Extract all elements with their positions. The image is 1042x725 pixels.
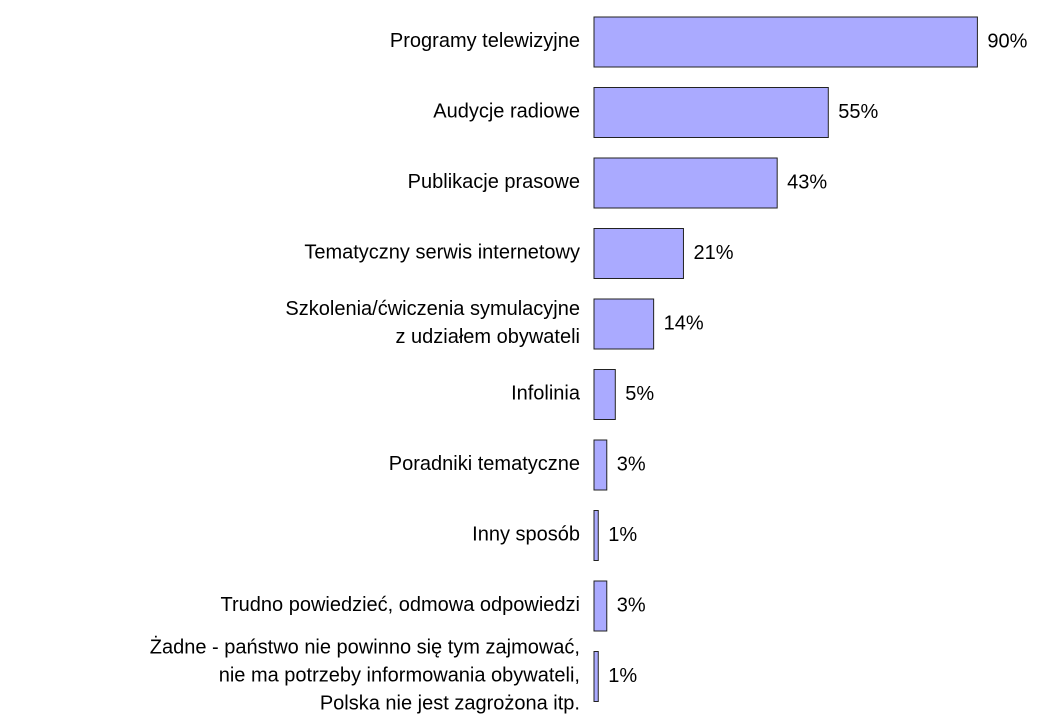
value-label: 3% xyxy=(617,453,646,475)
bar xyxy=(593,651,599,702)
category-label-line: Polska nie jest zagrożona itp. xyxy=(320,693,580,715)
category-label: Żadne - państwo nie powinno się tym zajm… xyxy=(150,636,580,715)
value-label: 55% xyxy=(838,101,878,123)
category-label: Tematyczny serwis internetowy xyxy=(304,242,580,264)
category-label-line: Inny sposób xyxy=(472,524,580,546)
category-label-line: Programy telewizyjne xyxy=(390,30,580,52)
category-label-line: Tematyczny serwis internetowy xyxy=(304,242,580,264)
bar xyxy=(593,87,829,138)
value-label: 14% xyxy=(664,312,704,334)
category-label-line: z udziałem obywateli xyxy=(395,326,580,348)
category-label: Publikacje prasowe xyxy=(408,171,580,193)
category-label: Szkolenia/ćwiczenia symulacyjne z udziałe… xyxy=(285,298,580,348)
value-label: 21% xyxy=(693,242,733,264)
value-label: 5% xyxy=(625,383,654,405)
category-label: Poradniki tematyczne xyxy=(389,453,580,475)
category-label: Infolinia xyxy=(511,383,581,405)
bar xyxy=(593,16,978,68)
category-label: Trudno powiedzieć, odmowa odpowiedzi xyxy=(221,594,580,616)
category-label-line: Szkolenia/ćwiczenia symulacyjne xyxy=(285,298,580,320)
category-label-line: nie ma potrzeby informowania obywateli, xyxy=(219,665,580,687)
category-label: Inny sposób xyxy=(472,524,580,546)
bar xyxy=(593,298,655,350)
category-label-line: Audycje radiowe xyxy=(433,101,580,123)
value-label: 3% xyxy=(617,594,646,616)
category-label-line: Infolinia xyxy=(511,383,581,405)
value-label: 43% xyxy=(787,171,827,193)
bar xyxy=(593,228,684,279)
category-label-line: Publikacje prasowe xyxy=(408,171,580,193)
value-label: 1% xyxy=(608,665,637,687)
bar xyxy=(593,510,599,561)
category-label-line: Poradniki tematyczne xyxy=(389,453,580,475)
value-label: 1% xyxy=(608,524,637,546)
bar xyxy=(593,369,616,420)
bar xyxy=(593,580,608,632)
bar xyxy=(593,439,608,491)
category-label: Programy telewizyjne xyxy=(390,30,580,52)
category-label-line: Trudno powiedzieć, odmowa odpowiedzi xyxy=(221,594,580,616)
category-label-line: Żadne - państwo nie powinno się tym zajm… xyxy=(150,636,580,659)
bar xyxy=(593,157,778,209)
value-label: 90% xyxy=(987,30,1027,52)
category-label: Audycje radiowe xyxy=(433,101,580,123)
